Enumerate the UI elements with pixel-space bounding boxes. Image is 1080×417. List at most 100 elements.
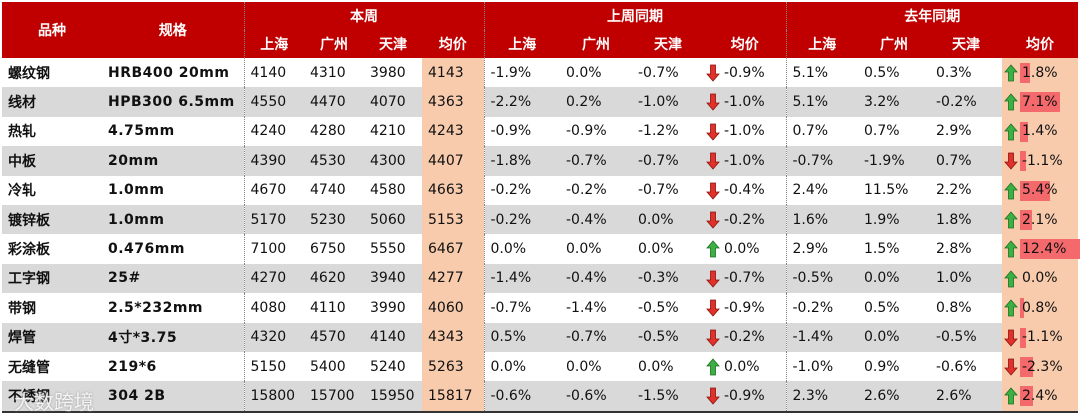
- column-header: 广州: [858, 30, 930, 58]
- variety: 冷轧: [8, 183, 36, 200]
- cell: 4407: [422, 146, 484, 176]
- cell-text: -0.2%: [792, 299, 834, 316]
- data-bar: [1020, 298, 1025, 319]
- cell: 4143: [422, 58, 484, 88]
- data-bar: [1020, 327, 1027, 348]
- spec: 25#: [102, 263, 244, 294]
- cell: 2.4%: [785, 175, 858, 205]
- cell-text: 3980: [370, 64, 406, 81]
- spec: 4.75mm: [108, 123, 175, 140]
- cell: 4570: [304, 322, 364, 352]
- cell-text: -1.0%: [638, 94, 679, 111]
- up-arrow: [1004, 387, 1018, 405]
- cell: -0.4%: [560, 204, 632, 235]
- cell-text: 5150: [250, 358, 287, 375]
- cell: 4060: [422, 293, 484, 323]
- cell: 2.6%: [930, 381, 1002, 413]
- cell: 0.0%: [632, 234, 704, 263]
- cell-text: -1.5%: [638, 387, 679, 404]
- cell-text: 0.7%: [792, 123, 829, 140]
- cell-text: 4060: [428, 299, 464, 316]
- cell-text: 6750: [310, 241, 346, 258]
- cell-text: 0.0%: [638, 241, 674, 258]
- spec: 2.5*232mm: [108, 299, 204, 316]
- cell-text: -1.8%: [490, 152, 532, 169]
- cell: 4080: [243, 293, 304, 323]
- cell: 4300: [364, 146, 422, 176]
- cell: -1.5%: [632, 381, 704, 413]
- cell-text: 1.8%: [1022, 64, 1058, 81]
- cell: 5263: [422, 351, 484, 382]
- spec: 20mm: [102, 146, 244, 176]
- cell-text: 1.0%: [936, 270, 972, 287]
- cell-text: 5.4%: [1022, 182, 1058, 199]
- cell-text: -0.5%: [638, 329, 679, 346]
- cell: 4240: [243, 116, 304, 147]
- cell-text: 0.0%: [490, 358, 527, 375]
- cell: -0.4%: [704, 176, 786, 205]
- cell-text: -0.7%: [566, 152, 607, 169]
- cell: -0.5%: [632, 322, 704, 352]
- cell-text: -0.4%: [566, 270, 607, 287]
- cell-text: 2.6%: [936, 387, 972, 404]
- cell-text: 0.9%: [864, 358, 900, 375]
- cell-text: 4210: [370, 123, 406, 140]
- variety: 无缝管: [8, 359, 50, 376]
- cell-text: -0.7%: [724, 270, 765, 287]
- cell-text: 2.8%: [936, 241, 972, 258]
- cell: -0.7%: [632, 176, 704, 205]
- cell-text: 3.2%: [864, 94, 900, 111]
- spec: HRB400 20mm: [108, 64, 230, 81]
- spec: 0.476mm: [108, 241, 185, 258]
- cell-text: -0.6%: [936, 358, 977, 375]
- cell-text: 4243: [428, 123, 464, 140]
- cell: 1.4%: [1002, 116, 1078, 147]
- cell-text: 4070: [370, 94, 406, 111]
- cell-text: 5240: [370, 358, 406, 375]
- cell-text: 4270: [250, 270, 287, 287]
- cell: 4140: [243, 58, 304, 88]
- cell-text: 0.5%: [864, 64, 900, 81]
- column-header: 广州: [560, 30, 632, 58]
- down-arrow: [1004, 152, 1018, 170]
- cell-text: 4570: [310, 329, 346, 346]
- cell-text: 4620: [310, 270, 346, 287]
- cell-text: 5230: [310, 211, 346, 228]
- cell: 0.0%: [704, 234, 786, 263]
- cell: 4363: [422, 87, 484, 117]
- cell: 7100: [243, 234, 304, 264]
- cell: 3990: [364, 293, 422, 322]
- cell: 4243: [422, 116, 484, 147]
- cell-text: 0.0%: [638, 211, 674, 228]
- cell-text: 0.7%: [936, 152, 972, 169]
- cell-text: 15950: [370, 387, 415, 404]
- variety: 不锈钢: [2, 381, 102, 413]
- cell: 4620: [304, 263, 364, 294]
- up-arrow: [1004, 93, 1018, 111]
- cell: 2.6%: [858, 381, 930, 413]
- cell-text: 4300: [370, 152, 406, 169]
- cell-text: 1.4%: [1022, 123, 1058, 140]
- cell: 2.4%: [1002, 381, 1078, 413]
- cell-text: -1.2%: [638, 123, 679, 140]
- cell: 5230: [304, 204, 364, 235]
- cell-text: 0.0%: [638, 358, 674, 375]
- cell-text: 2.3%: [792, 387, 829, 404]
- cell-text: 15817: [428, 387, 473, 404]
- up-arrow: [1004, 299, 1018, 317]
- cell: -1.9%: [858, 146, 930, 176]
- cell-text: -1.4%: [792, 329, 834, 346]
- variety: 螺纹钢: [8, 65, 50, 82]
- cell-text: 0.0%: [864, 270, 900, 287]
- cell-text: 0.8%: [1022, 299, 1058, 316]
- cell-text: 2.1%: [1022, 211, 1058, 228]
- cell-text: -0.7%: [566, 329, 607, 346]
- cell: 0.0%: [1002, 263, 1078, 294]
- up-arrow: [1004, 240, 1018, 258]
- variety: 中板: [2, 146, 102, 176]
- cell: -0.7%: [483, 293, 560, 323]
- cell: -1.0%: [632, 87, 704, 117]
- cell: -0.3%: [632, 263, 704, 294]
- cell-text: 5400: [310, 358, 346, 375]
- cell-text: -0.9%: [724, 299, 765, 316]
